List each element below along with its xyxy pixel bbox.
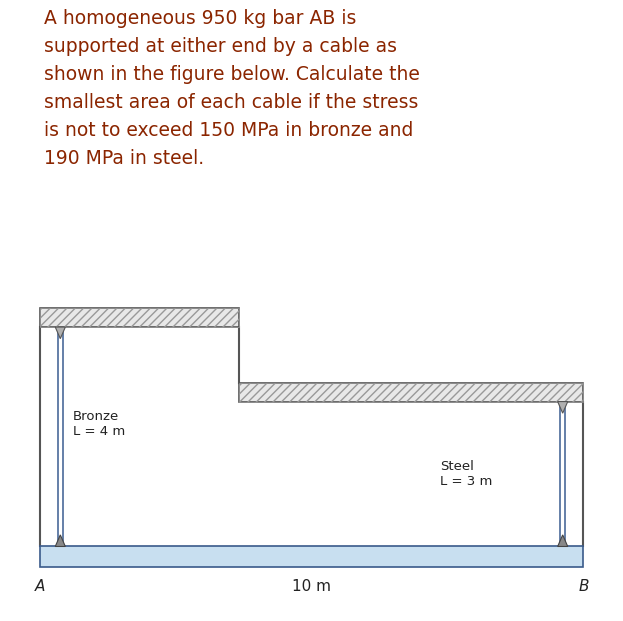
Bar [40, 309, 239, 327]
Text: A: A [34, 579, 45, 594]
Text: Bronze
L = 4 m: Bronze L = 4 m [74, 410, 125, 438]
Text: Steel
L = 3 m: Steel L = 3 m [440, 460, 493, 488]
Bar [239, 383, 584, 402]
Text: B: B [578, 579, 589, 594]
Text: 10 m: 10 m [292, 579, 331, 594]
Polygon shape [558, 402, 568, 413]
Bar [239, 383, 584, 402]
Bar [40, 309, 239, 327]
Bar [40, 546, 584, 567]
Polygon shape [55, 327, 65, 338]
Polygon shape [55, 535, 65, 546]
Text: A homogeneous 950 kg bar AB is
supported at either end by a cable as
shown in th: A homogeneous 950 kg bar AB is supported… [44, 9, 419, 168]
Polygon shape [558, 535, 568, 546]
